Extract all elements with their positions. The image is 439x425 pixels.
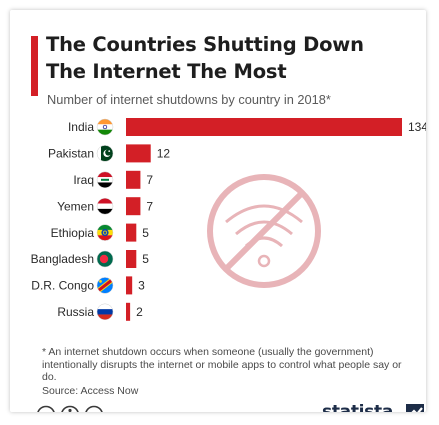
category-label-iraq: Iraq — [73, 173, 94, 187]
flag-outline — [96, 118, 114, 136]
ethiopia-flag-icon — [97, 224, 113, 241]
wifi-dot — [257, 254, 271, 268]
bar-bangladesh — [126, 250, 137, 268]
iraq-flag-icon — [97, 171, 113, 188]
flag-outline — [96, 171, 114, 189]
flag-outline — [96, 277, 114, 294]
footnote: * An internet shutdown occurs when someo… — [42, 346, 402, 397]
svg-text:cc: cc — [41, 412, 51, 413]
title-line-2: The Internet The Most — [46, 60, 287, 83]
no-wifi-circle — [207, 174, 321, 288]
flag-outline — [96, 197, 114, 215]
bar-chart: India 134 Pakistan 12 Iraq 7 Yemen 7 Ethiopia 5 Ba… — [31, 118, 426, 321]
flag-outline — [96, 145, 114, 162]
category-label-yemen: Yemen — [57, 199, 94, 213]
license-icons: cc — [37, 405, 103, 413]
category-label-ethiopia: Ethiopia — [51, 226, 95, 240]
source-text: Source: Access Now — [42, 384, 139, 397]
value-label-yemen: 7 — [146, 199, 153, 213]
bar-iraq — [126, 170, 141, 189]
bar-pakistan — [126, 144, 151, 163]
value-label-bangladesh: 5 — [142, 252, 149, 266]
flag-outline — [96, 224, 114, 241]
india-flag-icon — [97, 119, 113, 135]
value-label-pakistan: 12 — [157, 147, 171, 161]
category-label-india: India — [68, 120, 94, 134]
value-label-d-r-congo: 3 — [138, 279, 145, 293]
chart-subtitle: Number of internet shutdowns by country … — [47, 92, 331, 107]
cc-icon[interactable]: cc — [37, 405, 55, 413]
category-label-d-r-congo: D.R. Congo — [31, 279, 94, 293]
attribution-icon[interactable] — [61, 405, 79, 413]
russia-flag-icon — [97, 303, 113, 320]
title-accent-bar — [31, 36, 38, 96]
wifi-arc-outer — [225, 204, 303, 224]
bar-india — [126, 118, 402, 136]
footnote-text: * An internet shutdown occurs when someo… — [42, 346, 402, 383]
value-label-russia: 2 — [136, 305, 143, 319]
bars-layer: India 134 Pakistan 12 Iraq 7 Yemen 7 Ethiopia 5 Ba… — [31, 118, 426, 321]
wifi-arc-middle — [235, 220, 293, 236]
category-label-pakistan: Pakistan — [48, 147, 94, 161]
bangladesh-flag-icon — [97, 251, 113, 267]
no-wifi-icon — [207, 174, 321, 288]
value-label-india: 134 — [408, 120, 426, 134]
pakistan-flag-icon — [97, 145, 113, 162]
yemen-flag-icon — [97, 198, 113, 215]
chart-title: The Countries Shutting Down The Internet… — [46, 31, 418, 85]
no-wifi-slash — [222, 189, 306, 273]
category-label-bangladesh: Bangladesh — [31, 252, 94, 266]
flag-outline — [96, 303, 114, 321]
bar-russia — [126, 302, 131, 321]
statista-logo-mark-icon — [406, 404, 424, 412]
dr-congo-flag-icon — [97, 277, 113, 294]
bar-d-r-congo — [126, 276, 133, 295]
category-label-russia: Russia — [57, 305, 94, 319]
statista-logo-text[interactable]: statista — [322, 402, 393, 412]
bar-ethiopia — [126, 223, 137, 242]
bar-yemen — [126, 197, 141, 216]
flag-outline — [96, 250, 114, 268]
value-label-ethiopia: 5 — [142, 226, 149, 240]
title-line-1: The Countries Shutting Down — [46, 33, 364, 56]
no-derivatives-icon[interactable] — [85, 405, 103, 413]
value-label-iraq: 7 — [146, 173, 153, 187]
infographic-card: The Countries Shutting Down The Internet… — [10, 10, 426, 412]
